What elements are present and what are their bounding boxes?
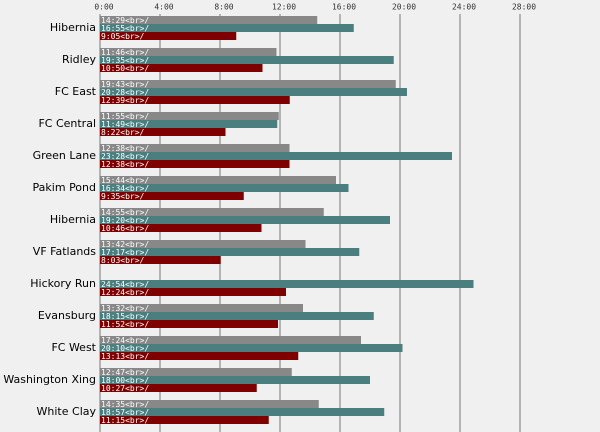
category-label: Pakim Pond [33, 181, 96, 194]
value-label: 13:13<br>/ [101, 352, 149, 361]
value-label: 19:43<br>/ [101, 80, 149, 89]
bar [100, 128, 226, 136]
bar [100, 112, 279, 120]
value-label: 9:35<br>/ [101, 192, 145, 201]
category-label: Green Lane [33, 149, 97, 162]
value-label: 23:28<br>/ [101, 152, 149, 161]
bar [100, 304, 303, 312]
bar [100, 96, 290, 104]
value-label: 11:49<br>/ [101, 120, 149, 129]
bar [100, 336, 361, 344]
bar [100, 16, 318, 24]
bar [100, 152, 452, 160]
value-label: 14:55<br>/ [101, 208, 149, 217]
value-label: 11:52<br>/ [101, 320, 149, 329]
category-label: Washington Xing [3, 373, 96, 386]
bar [100, 64, 263, 72]
bar [100, 248, 360, 256]
value-label: 19:20<br>/ [101, 216, 149, 225]
bar [100, 184, 349, 192]
category-label: FC Central [38, 117, 96, 130]
bar [100, 408, 385, 416]
value-label: 19:35<br>/ [101, 56, 149, 65]
value-label: 12:47<br>/ [101, 368, 149, 377]
value-label: 15:44<br>/ [101, 176, 149, 185]
value-label: 14:35<br>/ [101, 400, 149, 409]
category-label: VF Fatlands [33, 245, 96, 258]
x-tick-label: 20:00 [392, 3, 416, 12]
value-label: 11:15<br>/ [101, 416, 149, 425]
value-label: 17:17<br>/ [101, 248, 149, 257]
value-label: 20:28<br>/ [101, 88, 149, 97]
bar [100, 320, 278, 328]
bar [100, 208, 324, 216]
bar [100, 80, 396, 88]
bar [100, 256, 221, 264]
value-label: 8:03<br>/ [101, 256, 145, 265]
bar [100, 192, 244, 200]
bar [100, 160, 290, 168]
bar [100, 224, 262, 232]
bar [100, 48, 277, 56]
value-label: 16:34<br>/ [101, 184, 149, 193]
bar [100, 88, 407, 96]
value-label: 10:46<br>/ [101, 224, 149, 233]
value-label: 20:10<br>/ [101, 344, 149, 353]
value-label: 11:46<br>/ [101, 48, 149, 57]
x-tick-label: 12:00 [272, 3, 296, 12]
category-label: Hibernia [50, 213, 96, 226]
value-label: 12:39<br>/ [101, 96, 149, 105]
category-label: Hibernia [50, 21, 96, 34]
bar [100, 312, 374, 320]
value-label: 17:24<br>/ [101, 336, 149, 345]
x-tick-label: 8:00 [214, 3, 233, 12]
category-label: Evansburg [38, 309, 96, 322]
value-label: 12:38<br>/ [101, 160, 149, 169]
value-label: 13:42<br>/ [101, 240, 149, 249]
value-label: 18:00<br>/ [101, 376, 149, 385]
value-label: 24:54<br>/ [101, 280, 149, 289]
bar [100, 144, 290, 152]
bar [100, 288, 286, 296]
bar [100, 216, 390, 224]
bar [100, 32, 237, 40]
bar [100, 344, 403, 352]
bar [100, 384, 257, 392]
bar [100, 352, 299, 360]
value-label: 12:24<br>/ [101, 288, 149, 297]
bar [100, 416, 269, 424]
bar [100, 280, 474, 288]
x-tick-label: 0:00 [94, 3, 113, 12]
category-label: White Clay [37, 405, 97, 418]
x-tick-label: 4:00 [154, 3, 173, 12]
x-tick-label: 16:00 [332, 3, 356, 12]
value-label: 10:50<br>/ [101, 64, 149, 73]
value-label: 12:38<br>/ [101, 144, 149, 153]
bar [100, 24, 354, 32]
value-label: 8:22<br>/ [101, 128, 145, 137]
value-label: 16:55<br>/ [101, 24, 149, 33]
bar [100, 376, 370, 384]
value-label: 18:15<br>/ [101, 312, 149, 321]
value-label: 18:57<br>/ [101, 408, 149, 417]
value-label: 13:32<br>/ [101, 304, 149, 313]
bar [100, 56, 394, 64]
bar [100, 240, 306, 248]
value-label: 9:05<br>/ [101, 32, 145, 41]
category-label: Ridley [62, 53, 97, 66]
category-label: FC East [55, 85, 97, 98]
x-tick-label: 28:00 [512, 3, 536, 12]
bar [100, 368, 292, 376]
category-label: FC West [51, 341, 96, 354]
value-label: 10:27<br>/ [101, 384, 149, 393]
bar [100, 176, 336, 184]
x-tick-label: 24:00 [452, 3, 476, 12]
bar [100, 400, 319, 408]
value-label: 14:29<br>/ [101, 16, 149, 25]
value-label: 11:55<br>/ [101, 112, 149, 121]
bar [100, 120, 278, 128]
category-label: Hickory Run [30, 277, 96, 290]
